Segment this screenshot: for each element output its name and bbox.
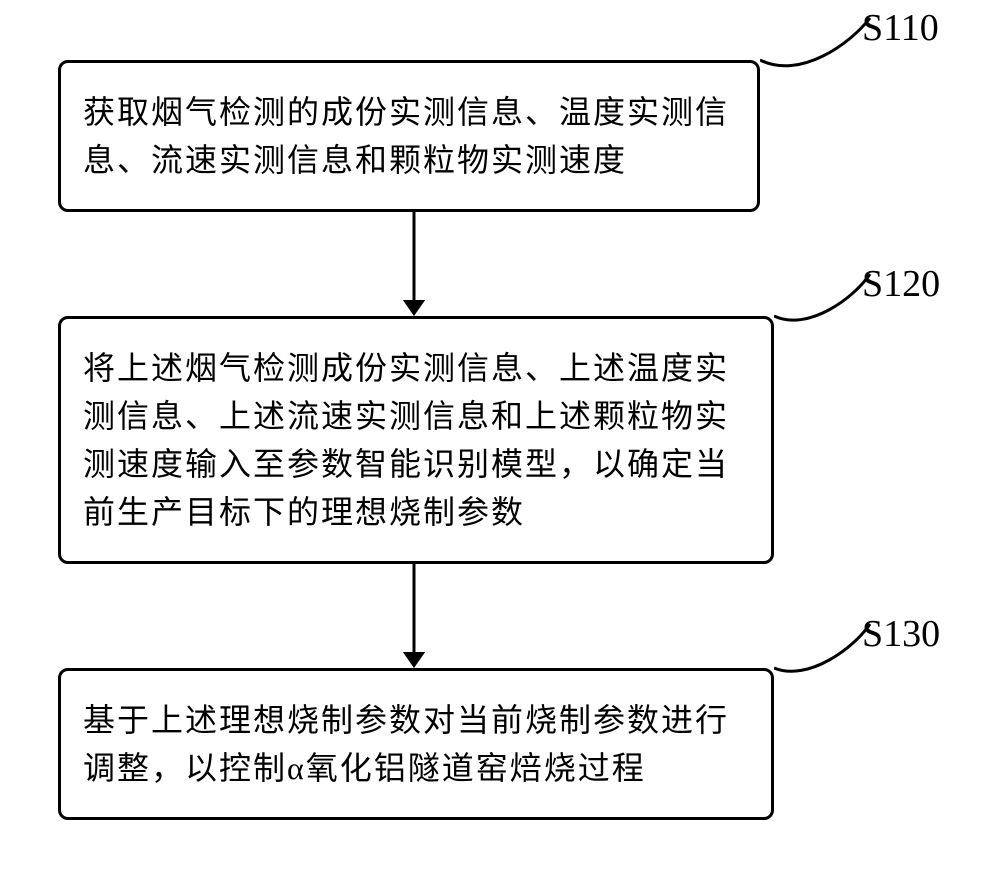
flow-node-text-n3: 基于上述理想烧制参数对当前烧制参数进行调整，以控制α氧化铝隧道窑焙烧过程 xyxy=(83,696,749,792)
callout-curve-n1 xyxy=(760,14,874,74)
callout-curve-n3 xyxy=(774,620,874,680)
flow-node-text-n2: 将上述烟气检测成份实测信息、上述温度实测信息、上述流速实测信息和上述颗粒物实测速… xyxy=(83,344,749,536)
flow-node-n1: 获取烟气检测的成份实测信息、温度实测信息、流速实测信息和颗粒物实测速度 xyxy=(58,60,760,212)
callout-curve-n2 xyxy=(774,270,874,330)
arrow-n1-to-n2 xyxy=(394,212,434,316)
flowchart-canvas: 获取烟气检测的成份实测信息、温度实测信息、流速实测信息和颗粒物实测速度将上述烟气… xyxy=(0,0,1000,883)
flow-node-n2: 将上述烟气检测成份实测信息、上述温度实测信息、上述流速实测信息和上述颗粒物实测速… xyxy=(58,316,774,564)
flow-node-text-n1: 获取烟气检测的成份实测信息、温度实测信息、流速实测信息和颗粒物实测速度 xyxy=(83,88,735,184)
arrow-n2-to-n3 xyxy=(394,564,434,668)
flow-node-n3: 基于上述理想烧制参数对当前烧制参数进行调整，以控制α氧化铝隧道窑焙烧过程 xyxy=(58,668,774,820)
